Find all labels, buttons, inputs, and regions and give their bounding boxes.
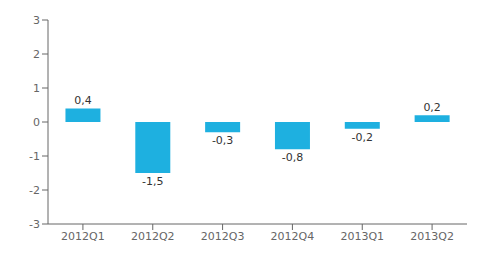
svg-text:2012Q3: 2012Q3 <box>201 230 245 243</box>
svg-text:2: 2 <box>33 48 40 61</box>
svg-text:0: 0 <box>33 116 40 129</box>
svg-text:2012Q4: 2012Q4 <box>271 230 315 243</box>
svg-text:0,2: 0,2 <box>423 101 441 114</box>
svg-text:0,4: 0,4 <box>74 94 92 107</box>
svg-text:1: 1 <box>33 82 40 95</box>
svg-text:2013Q2: 2013Q2 <box>410 230 454 243</box>
svg-text:-3: -3 <box>29 218 40 231</box>
svg-text:2012Q2: 2012Q2 <box>131 230 175 243</box>
svg-text:2013Q1: 2013Q1 <box>340 230 384 243</box>
svg-text:-0,3: -0,3 <box>212 134 233 147</box>
svg-text:-0,2: -0,2 <box>352 131 373 144</box>
svg-text:-2: -2 <box>29 184 40 197</box>
svg-text:2012Q1: 2012Q1 <box>61 230 105 243</box>
svg-text:-0,8: -0,8 <box>282 151 303 164</box>
svg-text:3: 3 <box>33 14 40 27</box>
svg-text:-1: -1 <box>29 150 40 163</box>
svg-text:-1,5: -1,5 <box>142 175 163 188</box>
